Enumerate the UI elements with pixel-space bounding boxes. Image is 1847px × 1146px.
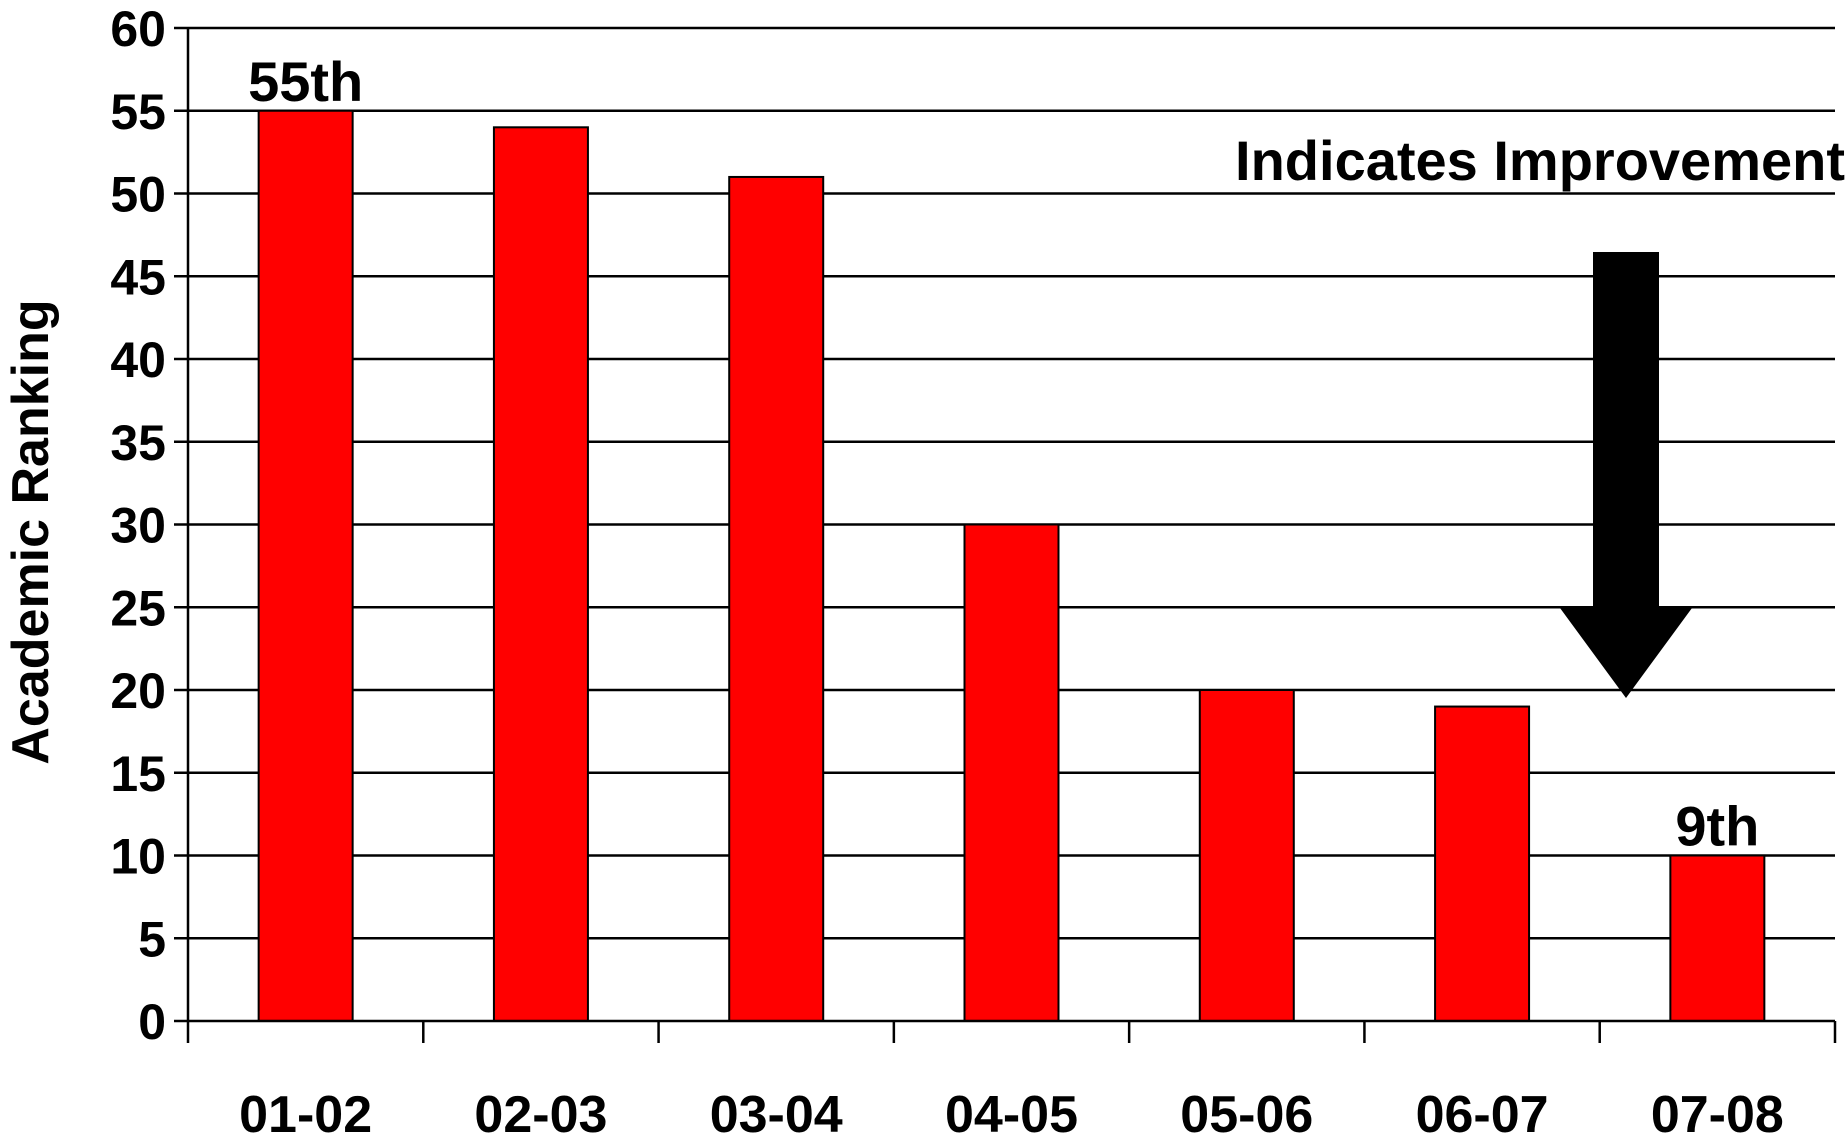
bar xyxy=(257,109,354,1022)
bar xyxy=(492,126,589,1023)
y-tick-label: 50 xyxy=(110,167,166,223)
annotation: Indicates Improvement xyxy=(1235,129,1845,698)
x-tick-label: 05-06 xyxy=(1180,1086,1313,1141)
data-labels: 55th 9th xyxy=(248,50,1759,858)
y-tick-label: 40 xyxy=(110,332,166,388)
y-tick-label: 25 xyxy=(110,580,166,636)
x-tick-label: 02-03 xyxy=(474,1086,607,1141)
bar xyxy=(1198,689,1295,1022)
data-label: 55th xyxy=(248,50,363,113)
bar xyxy=(728,175,825,1022)
x-tick-labels: 01-02 02-03 03-04 04-05 05-06 06-07 07-08 xyxy=(239,1086,1784,1144)
y-tick-label: 15 xyxy=(110,746,166,802)
bar xyxy=(963,523,1060,1022)
y-tick-label: 10 xyxy=(110,829,166,885)
y-tick-label: 35 xyxy=(110,415,166,471)
y-tick-label: 60 xyxy=(110,1,166,57)
down-arrow-icon xyxy=(1560,252,1692,698)
bar xyxy=(1434,705,1531,1022)
y-tick-label: 55 xyxy=(110,84,166,140)
x-tick-label: 03-04 xyxy=(710,1086,843,1141)
y-tick-labels: 0 5 10 15 20 25 30 35 40 45 50 55 60 xyxy=(110,1,166,1050)
data-label: 9th xyxy=(1675,795,1759,858)
x-tick-label: 04-05 xyxy=(945,1086,1078,1141)
x-tick-label: 01-02 xyxy=(239,1086,372,1141)
axes xyxy=(174,26,1837,1043)
bars xyxy=(257,109,1766,1023)
annotation-text: Indicates Improvement xyxy=(1235,129,1845,192)
bar xyxy=(1669,854,1766,1022)
y-tick-label: 20 xyxy=(110,663,166,719)
x-tick-label: 06-07 xyxy=(1416,1086,1549,1141)
y-tick-label: 45 xyxy=(110,249,166,305)
y-tick-label: 30 xyxy=(110,498,166,554)
y-tick-label: 0 xyxy=(138,994,166,1050)
y-axis-label: Academic Ranking xyxy=(2,299,60,764)
x-tick-label: 07-08 xyxy=(1651,1086,1784,1141)
y-tick-label: 5 xyxy=(138,911,166,967)
